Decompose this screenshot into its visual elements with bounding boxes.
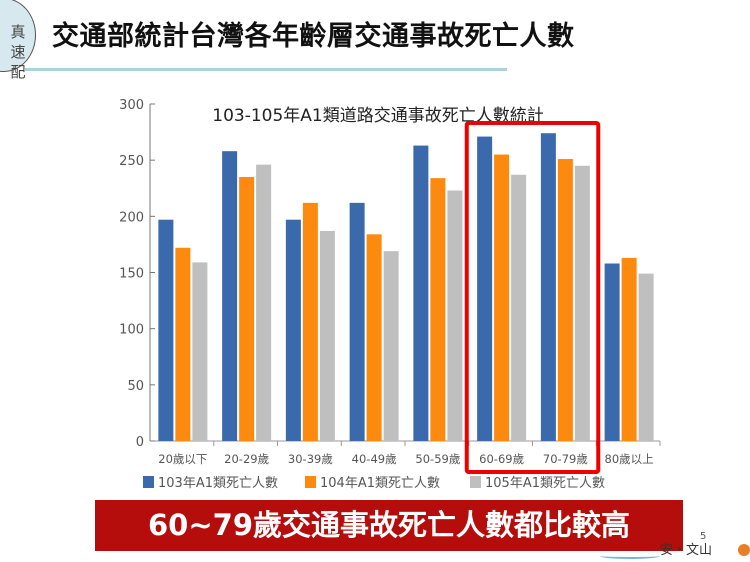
bar-70-79歲-series3 <box>574 165 590 442</box>
bar-70-79歲-series2 <box>557 159 573 441</box>
bar-60-69歲-series2 <box>494 154 510 442</box>
page-number: 5 <box>700 531 707 542</box>
bar-30-39歲-series3 <box>319 230 335 441</box>
highlight-box <box>464 121 601 474</box>
legend-label: 104年A1類死亡人數 <box>320 476 440 491</box>
bar-20-29歲-series2 <box>239 177 255 441</box>
bar-80歲以上-series3 <box>638 273 654 441</box>
x-tick-label: 60-69歲 <box>479 452 524 466</box>
bar-30-39歲-series1 <box>285 219 301 441</box>
bar-50-59歲-series3 <box>447 190 463 441</box>
bar-80歲以上-series1 <box>604 263 620 441</box>
bar-30-39歲-series2 <box>302 202 318 441</box>
x-tick-label: 80歲以上 <box>605 452 654 466</box>
logo-text: 真速配 <box>10 23 26 81</box>
y-tick-label: 300 <box>119 98 144 113</box>
legend-swatch-series3 <box>470 476 481 488</box>
bar-50-59歲-series2 <box>430 178 446 441</box>
bar-20-29歲-series1 <box>222 151 238 441</box>
bar-80歲以上-series2 <box>621 257 637 441</box>
bar-70-79歲-series1 <box>540 133 556 441</box>
x-tick-label: 50-59歲 <box>415 452 460 466</box>
footer-text: 安・文山 <box>660 543 713 558</box>
legend-swatch-series2 <box>305 476 316 488</box>
y-tick-label: 150 <box>119 267 144 282</box>
x-tick-label: 30-39歲 <box>288 452 333 466</box>
bar-20歲以下-series2 <box>175 247 191 441</box>
conclusion-banner: 60~79歲交通事故死亡人數都比較高 <box>95 500 683 551</box>
bar-60-69歲-series1 <box>477 136 493 441</box>
footer-wave <box>600 553 660 559</box>
y-tick-label: 250 <box>119 154 144 169</box>
title-underline <box>25 68 507 71</box>
page-title: 交通部統計台灣各年齡層交通事故死亡人數 <box>52 21 575 52</box>
y-tick-label: 200 <box>119 210 144 225</box>
y-tick-label: 100 <box>119 323 144 338</box>
footer-dot <box>738 544 750 556</box>
x-tick-label: 70-79歲 <box>543 452 588 466</box>
legend-swatch-series1 <box>143 476 154 488</box>
x-tick-label: 20歲以下 <box>158 452 207 466</box>
bar-20歲以下-series1 <box>158 219 174 441</box>
bar-40-49歲-series1 <box>349 202 365 441</box>
bar-50-59歲-series1 <box>413 145 429 441</box>
legend-label: 103年A1類死亡人數 <box>158 476 278 491</box>
y-tick-label: 0 <box>136 435 144 450</box>
y-tick-label: 50 <box>127 379 144 394</box>
x-tick-label: 20-29歲 <box>224 452 269 466</box>
chart-title: 103-105年A1類道路交通事故死亡人數統計 <box>212 106 543 126</box>
bar-20-29歲-series3 <box>256 164 272 441</box>
bar-40-49歲-series3 <box>383 251 399 441</box>
legend-label: 105年A1類死亡人數 <box>485 476 605 491</box>
bar-20歲以下-series3 <box>192 262 208 441</box>
bar-40-49歲-series2 <box>366 234 382 441</box>
bar-60-69歲-series3 <box>511 174 527 441</box>
x-tick-label: 40-49歲 <box>352 452 397 466</box>
